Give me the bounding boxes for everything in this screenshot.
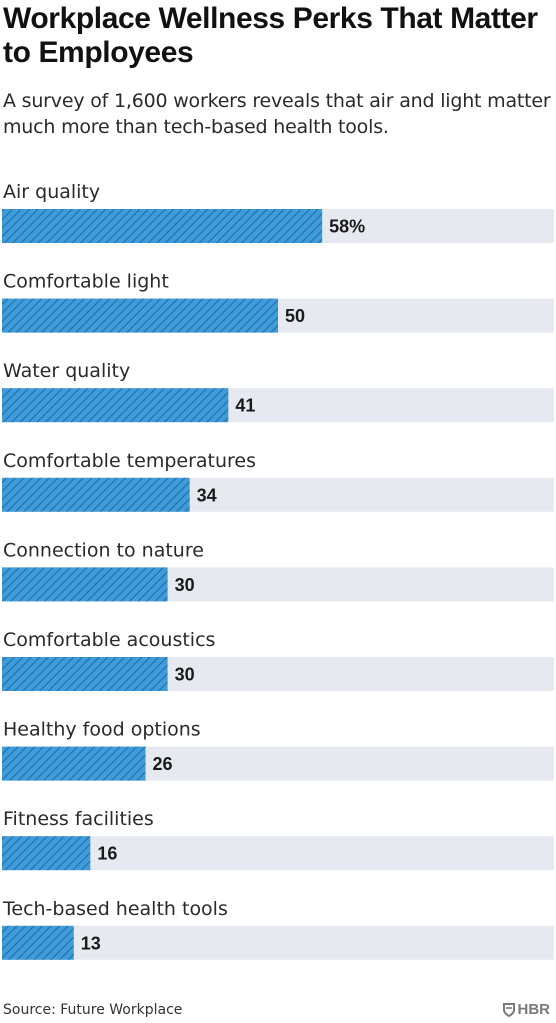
- value-label: 58%: [329, 217, 365, 237]
- chart-title: Workplace Wellness Perks That Matter to …: [3, 2, 538, 69]
- bar: [2, 477, 190, 512]
- bar: [2, 657, 168, 691]
- bar: [2, 567, 168, 602]
- value-label: 34: [197, 485, 217, 505]
- bar: [2, 746, 146, 781]
- bar-track: [2, 925, 554, 960]
- category-label: Water quality: [3, 360, 130, 382]
- bar: [2, 925, 74, 960]
- hbr-logo: HBR: [502, 1001, 551, 1018]
- bar: [2, 388, 229, 423]
- value-label: 50: [285, 306, 305, 326]
- value-label: 30: [175, 575, 195, 595]
- shield-icon: [502, 1002, 515, 1017]
- bar-track: [2, 836, 554, 871]
- bar: [2, 298, 278, 333]
- chart-subtitle: A survey of 1,600 workers reveals that a…: [3, 90, 551, 138]
- category-label: Air quality: [3, 181, 100, 203]
- category-label: Comfortable acoustics: [3, 629, 215, 651]
- source-note: Source: Future Workplace: [3, 1002, 183, 1018]
- value-label: 16: [97, 844, 117, 864]
- bar-chart: Air quality 58% Comfortable light 50 Water q…: [2, 181, 554, 960]
- category-label: Comfortable temperatures: [3, 450, 256, 472]
- category-label: Comfortable light: [3, 271, 169, 293]
- category-label: Healthy food options: [3, 719, 201, 741]
- logo-text: HBR: [517, 1001, 551, 1018]
- value-label: 26: [153, 754, 173, 774]
- bar: [2, 836, 91, 871]
- category-label: Fitness facilities: [3, 808, 154, 830]
- value-label: 13: [81, 933, 101, 953]
- category-label: Connection to nature: [3, 539, 204, 561]
- bar: [2, 209, 323, 243]
- value-label: 41: [235, 396, 255, 416]
- value-label: 30: [175, 665, 195, 685]
- category-label: Tech-based health tools: [2, 898, 228, 920]
